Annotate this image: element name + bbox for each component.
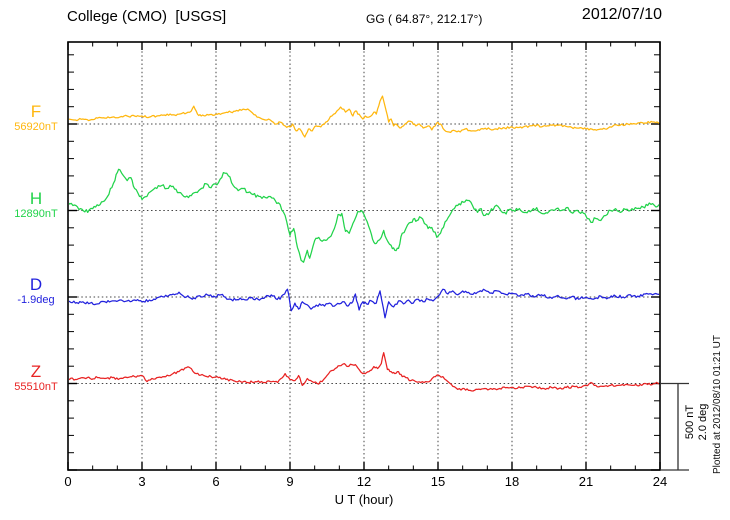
scale-nt-label: 500 nT: [684, 404, 696, 440]
trace-baseline-value-Z: 55510nT: [14, 380, 58, 393]
x-tick-label-15: 15: [430, 474, 446, 489]
trace-label-D: D -1.9deg: [4, 275, 68, 306]
x-tick-label-6: 6: [212, 474, 220, 489]
observatory-title: College (CMO) [USGS]: [67, 8, 227, 25]
trace-baseline-value-F: 56920nT: [14, 121, 58, 133]
x-tick-label-21: 21: [578, 474, 594, 489]
x-tick-label-18: 18: [504, 474, 520, 489]
trace-letter-D: D: [29, 275, 43, 294]
trace-H: [69, 168, 659, 263]
trace-letter-H: H: [29, 188, 43, 208]
trace-F: [69, 95, 659, 138]
plotted-at-label: Plotted at 2012/08/10 01:21 UT: [712, 335, 723, 474]
date-label: 2012/07/10: [581, 6, 662, 23]
scale-bar-labels: 500 nT 2.0 deg: [684, 377, 710, 467]
trace-letter-Z: Z: [30, 361, 42, 381]
trace-baseline-value-H: 12890nT: [14, 207, 58, 220]
x-tick-label-0: 0: [64, 474, 72, 489]
x-tick-label-9: 9: [286, 474, 294, 489]
trace-D: [69, 288, 659, 319]
trace-baseline-value-D: -1.9deg: [17, 294, 55, 306]
scale-deg-label: 2.0 deg: [697, 403, 709, 441]
trace-Z: [69, 352, 659, 392]
trace-label-Z: Z 55510nT: [4, 362, 68, 393]
trace-label-F: F 56920nT: [4, 102, 68, 133]
gg-coordinates: GG ( 64.87°, 212.17°): [366, 12, 483, 26]
plot-frame: [67, 41, 661, 471]
trace-letter-F: F: [30, 102, 42, 121]
x-tick-label-3: 3: [138, 474, 146, 489]
x-tick-label-24: 24: [652, 474, 668, 489]
trace-label-H: H 12890nT: [4, 189, 68, 220]
x-axis-title: U T (hour): [334, 492, 394, 507]
x-tick-label-12: 12: [356, 474, 372, 489]
